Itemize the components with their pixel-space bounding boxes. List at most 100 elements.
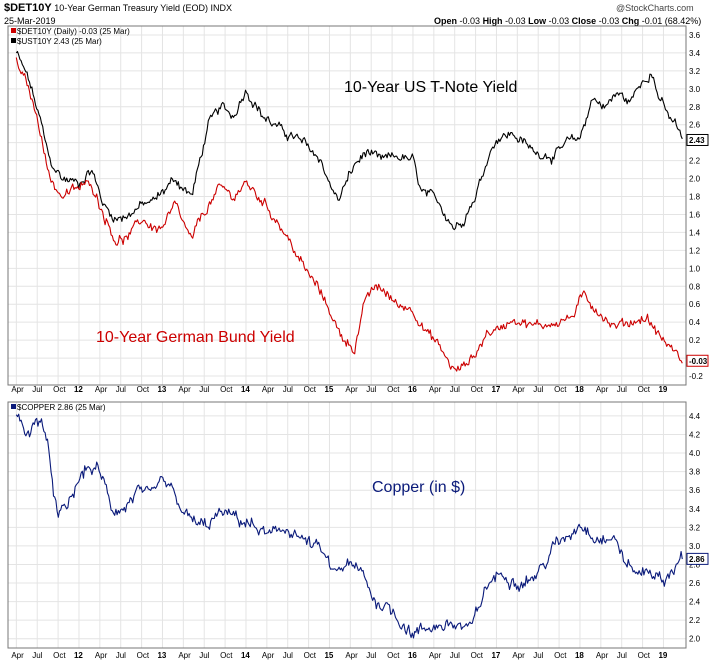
last-value-label: 2.86	[689, 555, 705, 564]
y-tick-label: 4.0	[689, 449, 701, 458]
last-value-box	[686, 552, 709, 565]
x-tick-label: Jul	[116, 385, 126, 394]
legend-entry: $DET10Y (Daily) -0.03 (25 Mar)	[17, 27, 130, 36]
x-tick-label: 16	[408, 385, 417, 394]
y-tick-label: 2.0	[689, 175, 701, 184]
y-tick-label: 3.6	[689, 31, 701, 40]
x-tick-label: 18	[575, 651, 584, 660]
x-tick-label: Oct	[53, 385, 66, 394]
chg-label: Chg	[621, 16, 640, 26]
y-tick-label: 3.0	[689, 85, 701, 94]
x-tick-label: 13	[157, 651, 166, 660]
x-tick-label: Jul	[32, 651, 42, 660]
x-tick-label: Apr	[512, 385, 525, 394]
y-tick-label: 1.6	[689, 210, 701, 219]
low-value: -0.03	[548, 16, 570, 26]
x-tick-label: Oct	[554, 385, 567, 394]
panel-frame	[7, 25, 687, 386]
x-tick-label: Apr	[11, 385, 24, 394]
x-tick-label: Jul	[32, 385, 42, 394]
x-tick-label: Jul	[116, 651, 126, 660]
y-tick-label: 1.8	[689, 193, 701, 202]
annotation-german-yield: 10-Year German Bund Yield	[96, 329, 295, 346]
y-tick-label: 2.2	[689, 616, 701, 625]
x-tick-label: 14	[241, 385, 250, 394]
x-tick-label: 15	[324, 385, 333, 394]
x-tick-label: Apr	[512, 651, 525, 660]
x-tick-label: Oct	[387, 385, 400, 394]
last-value-box	[686, 354, 709, 367]
x-tick-label: Apr	[429, 651, 442, 660]
y-tick-label: -0.2	[689, 372, 703, 381]
chart-title-row: $DET10Y 10-Year German Treasury Yield (E…	[4, 2, 232, 14]
x-tick-label: Apr	[178, 651, 191, 660]
x-tick-label: Jul	[283, 651, 293, 660]
x-tick-label: Oct	[471, 651, 484, 660]
legend-swatch	[11, 38, 16, 43]
x-tick-label: 15	[324, 651, 333, 660]
x-tick-label: Oct	[304, 651, 317, 660]
x-tick-label: Jul	[199, 651, 209, 660]
x-tick-label: Jul	[450, 651, 460, 660]
x-tick-label: Jul	[533, 651, 543, 660]
x-tick-label: 19	[658, 385, 667, 394]
y-tick-label: 2.0	[689, 635, 701, 644]
x-tick-label: Jul	[617, 651, 627, 660]
y-tick-label: 3.4	[689, 49, 701, 58]
x-tick-label: Jul	[283, 385, 293, 394]
y-tick-label: 3.0	[689, 542, 701, 551]
x-tick-label: Apr	[596, 385, 609, 394]
y-tick-label: 2.6	[689, 121, 701, 130]
series-line-copper	[15, 413, 683, 639]
y-tick-label: 0.8	[689, 282, 701, 291]
close-label: Close	[571, 16, 597, 26]
x-tick-label: Jul	[450, 385, 460, 394]
x-tick-label: Apr	[95, 385, 108, 394]
y-tick-label: 2.8	[689, 560, 701, 569]
last-value-box	[686, 133, 709, 146]
x-tick-label: Oct	[554, 651, 567, 660]
x-tick-label: Oct	[387, 651, 400, 660]
symbol-description: 10-Year German Treasury Yield (EOD) INDX	[54, 3, 232, 13]
x-tick-label: 16	[408, 651, 417, 660]
x-tick-label: 14	[241, 651, 250, 660]
x-tick-label: Apr	[345, 651, 358, 660]
y-tick-label: 1.0	[689, 264, 701, 273]
x-tick-label: Apr	[345, 385, 358, 394]
open-label: Open	[434, 16, 458, 26]
x-tick-label: Apr	[262, 385, 275, 394]
panel-frame	[7, 401, 687, 649]
chart-date: 25-Mar-2019	[4, 16, 56, 26]
x-tick-label: Jul	[199, 385, 209, 394]
y-tick-label: 0.2	[689, 336, 701, 345]
chg-value: -0.01 (68.42%)	[641, 16, 702, 26]
legend-entry: $COPPER 2.86 (25 Mar)	[17, 403, 106, 412]
y-tick-label: 2.8	[689, 103, 701, 112]
x-tick-label: Oct	[53, 651, 66, 660]
y-tick-label: 4.4	[689, 412, 701, 421]
x-tick-label: 19	[658, 651, 667, 660]
x-tick-label: Oct	[471, 385, 484, 394]
x-tick-label: Apr	[11, 651, 24, 660]
x-tick-label: 17	[491, 385, 500, 394]
x-tick-label: Apr	[429, 385, 442, 394]
low-label: Low	[528, 16, 547, 26]
x-tick-label: Apr	[178, 385, 191, 394]
y-tick-label: 0.4	[689, 318, 701, 327]
legend-swatch	[11, 404, 16, 409]
legend-entry: $UST10Y 2.43 (25 Mar)	[17, 37, 102, 46]
x-tick-label: Jul	[366, 385, 376, 394]
y-tick-label: 2.2	[689, 157, 701, 166]
y-tick-label: 3.2	[689, 67, 701, 76]
x-tick-label: 17	[491, 651, 500, 660]
x-tick-label: Oct	[220, 385, 233, 394]
x-tick-label: Oct	[638, 651, 651, 660]
y-tick-label: 0.6	[689, 300, 701, 309]
x-tick-label: Oct	[137, 651, 150, 660]
x-tick-label: Jul	[533, 385, 543, 394]
legend-swatch	[11, 28, 16, 33]
x-tick-label: Oct	[304, 385, 317, 394]
stockcharts-credit: @StockCharts.com	[616, 3, 694, 13]
series-line-ust10y	[15, 50, 683, 231]
